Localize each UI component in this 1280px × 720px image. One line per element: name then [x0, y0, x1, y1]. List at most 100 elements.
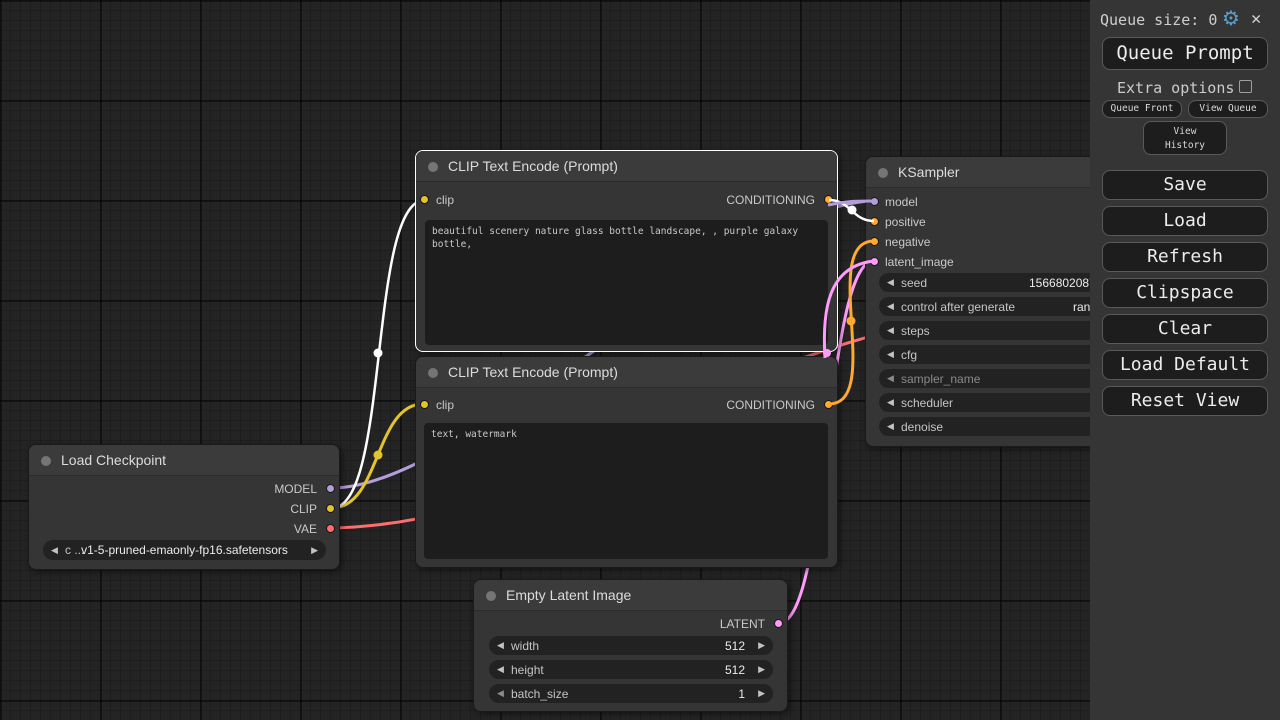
widget-label: width [511, 638, 540, 653]
widget-value: 1566802087 [1029, 275, 1096, 290]
output-label: CLIP [290, 502, 317, 516]
seed-widget[interactable]: ◀ seed 1566802087 [879, 273, 1123, 292]
input-port-model[interactable] [870, 197, 879, 206]
input-label: model [885, 195, 918, 209]
decrement-arrow-icon[interactable]: ◀ [497, 688, 504, 698]
output-label: MODEL [274, 482, 317, 496]
output-port-conditioning[interactable] [824, 195, 833, 204]
widget-label: cfg [901, 347, 918, 362]
refresh-button[interactable]: Refresh [1102, 242, 1268, 272]
output-port-model[interactable] [326, 484, 335, 493]
increment-arrow-icon[interactable]: ▶ [758, 664, 765, 674]
input-port-clip[interactable] [420, 195, 429, 204]
widget-label: scheduler [901, 395, 954, 410]
collapse-dot-icon[interactable] [428, 162, 438, 172]
decrement-arrow-icon[interactable]: ◀ [497, 664, 504, 674]
input-label: negative [885, 235, 931, 249]
decrement-arrow-icon[interactable]: ◀ [887, 325, 894, 335]
output-port-clip[interactable] [326, 504, 335, 513]
extra-options-checkbox[interactable] [1239, 80, 1252, 93]
control-after-generate-widget[interactable]: ◀ control after generate randomize [879, 297, 1123, 316]
cfg-widget[interactable]: ◀ cfg [879, 345, 1123, 364]
node-empty-latent-image[interactable]: Empty Latent Image LATENT ◀ width 512 ▶ … [473, 579, 788, 712]
decrement-arrow-icon[interactable]: ◀ [887, 421, 894, 431]
comfy-menu-panel: Queue size: 0 ⚙ ✕ Queue Prompt Extra opt… [1090, 0, 1280, 720]
queue-prompt-button[interactable]: Queue Prompt [1102, 37, 1268, 70]
node-clip-text-encode-positive[interactable]: CLIP Text Encode (Prompt) clip CONDITION… [415, 150, 838, 352]
close-icon[interactable]: ✕ [1251, 9, 1262, 29]
widget-label: sampler_name [901, 371, 981, 386]
reset-view-button[interactable]: Reset View [1102, 386, 1268, 416]
collapse-dot-icon[interactable] [41, 456, 51, 466]
input-port-positive[interactable] [870, 217, 879, 226]
save-button[interactable]: Save [1102, 170, 1268, 200]
scheduler-widget[interactable]: ◀ scheduler [879, 393, 1123, 412]
widget-label: steps [901, 323, 930, 338]
widget-label: c ... [65, 543, 85, 557]
increment-arrow-icon[interactable]: ▶ [758, 688, 765, 698]
steps-widget[interactable]: ◀ steps [879, 321, 1123, 340]
previous-arrow-icon[interactable]: ◀ [51, 545, 58, 555]
decrement-arrow-icon[interactable]: ◀ [887, 301, 894, 311]
widget-value: 1 [738, 686, 745, 701]
input-label: latent_image [885, 255, 954, 269]
widget-label: height [511, 662, 544, 677]
queue-size-label: Queue size: 0 [1100, 11, 1218, 29]
extra-options-label: Extra options [1117, 79, 1235, 97]
view-history-button[interactable]: View History [1143, 121, 1227, 155]
decrement-arrow-icon[interactable]: ◀ [887, 277, 894, 287]
denoise-widget[interactable]: ◀ denoise [879, 417, 1123, 436]
output-port-vae[interactable] [326, 524, 335, 533]
input-port-latent-image[interactable] [870, 257, 879, 266]
width-widget[interactable]: ◀ width 512 ▶ [489, 636, 773, 655]
widget-label: control after generate [901, 299, 1016, 314]
sampler-name-widget[interactable]: ◀ sampler_name [879, 369, 1123, 388]
input-label: clip [436, 398, 455, 412]
ckpt-name-widget[interactable]: ◀ c ... v1-5-pruned-emaonly-fp16.safeten… [43, 540, 326, 560]
node-title-bar[interactable]: Empty Latent Image [474, 580, 787, 611]
widget-label: seed [901, 275, 928, 290]
widget-value: v1-5-pruned-emaonly-fp16.safetensors [81, 543, 288, 557]
node-title-bar[interactable]: CLIP Text Encode (Prompt) [416, 357, 837, 388]
queue-front-button[interactable]: Queue Front [1102, 100, 1182, 118]
increment-arrow-icon[interactable]: ▶ [758, 640, 765, 650]
next-arrow-icon[interactable]: ▶ [311, 545, 318, 555]
widget-value: 512 [724, 662, 745, 677]
node-load-checkpoint[interactable]: Load Checkpoint MODEL CLIP VAE ◀ c ... v… [28, 444, 340, 570]
output-label: CONDITIONING [726, 193, 815, 207]
menu-button-group: Save Load Refresh Clipspace Clear Load D… [1102, 170, 1268, 416]
negative-prompt-textarea[interactable]: text, watermark [424, 423, 828, 559]
output-label: VAE [293, 522, 317, 536]
settings-gear-icon[interactable]: ⚙ [1222, 6, 1240, 30]
collapse-dot-icon[interactable] [878, 168, 888, 178]
output-port-latent[interactable] [774, 619, 783, 628]
decrement-arrow-icon[interactable]: ◀ [887, 373, 894, 383]
height-widget[interactable]: ◀ height 512 ▶ [489, 660, 773, 679]
decrement-arrow-icon[interactable]: ◀ [887, 349, 894, 359]
widget-label: denoise [901, 419, 944, 434]
collapse-dot-icon[interactable] [428, 368, 438, 378]
input-label: clip [436, 193, 455, 207]
input-port-clip[interactable] [420, 400, 429, 409]
output-port-conditioning[interactable] [824, 400, 833, 409]
node-clip-text-encode-negative[interactable]: CLIP Text Encode (Prompt) clip CONDITION… [415, 356, 838, 568]
load-button[interactable]: Load [1102, 206, 1268, 236]
collapse-dot-icon[interactable] [486, 591, 496, 601]
clipspace-button[interactable]: Clipspace [1102, 278, 1268, 308]
decrement-arrow-icon[interactable]: ◀ [497, 640, 504, 650]
node-title-bar[interactable]: KSampler [866, 157, 1129, 188]
output-label: LATENT [719, 617, 765, 631]
input-label: positive [885, 215, 926, 229]
node-title-bar[interactable]: Load Checkpoint [29, 445, 339, 476]
widget-label: batch_size [511, 686, 569, 701]
widget-value: 512 [724, 638, 745, 653]
positive-prompt-textarea[interactable]: beautiful scenery nature glass bottle la… [425, 220, 828, 345]
view-queue-button[interactable]: View Queue [1188, 100, 1268, 118]
decrement-arrow-icon[interactable]: ◀ [887, 397, 894, 407]
batch-size-widget[interactable]: ◀ batch_size 1 ▶ [489, 684, 773, 703]
node-title-bar[interactable]: CLIP Text Encode (Prompt) [416, 151, 837, 182]
clear-button[interactable]: Clear [1102, 314, 1268, 344]
output-label: CONDITIONING [726, 398, 815, 412]
load-default-button[interactable]: Load Default [1102, 350, 1268, 380]
input-port-negative[interactable] [870, 237, 879, 246]
